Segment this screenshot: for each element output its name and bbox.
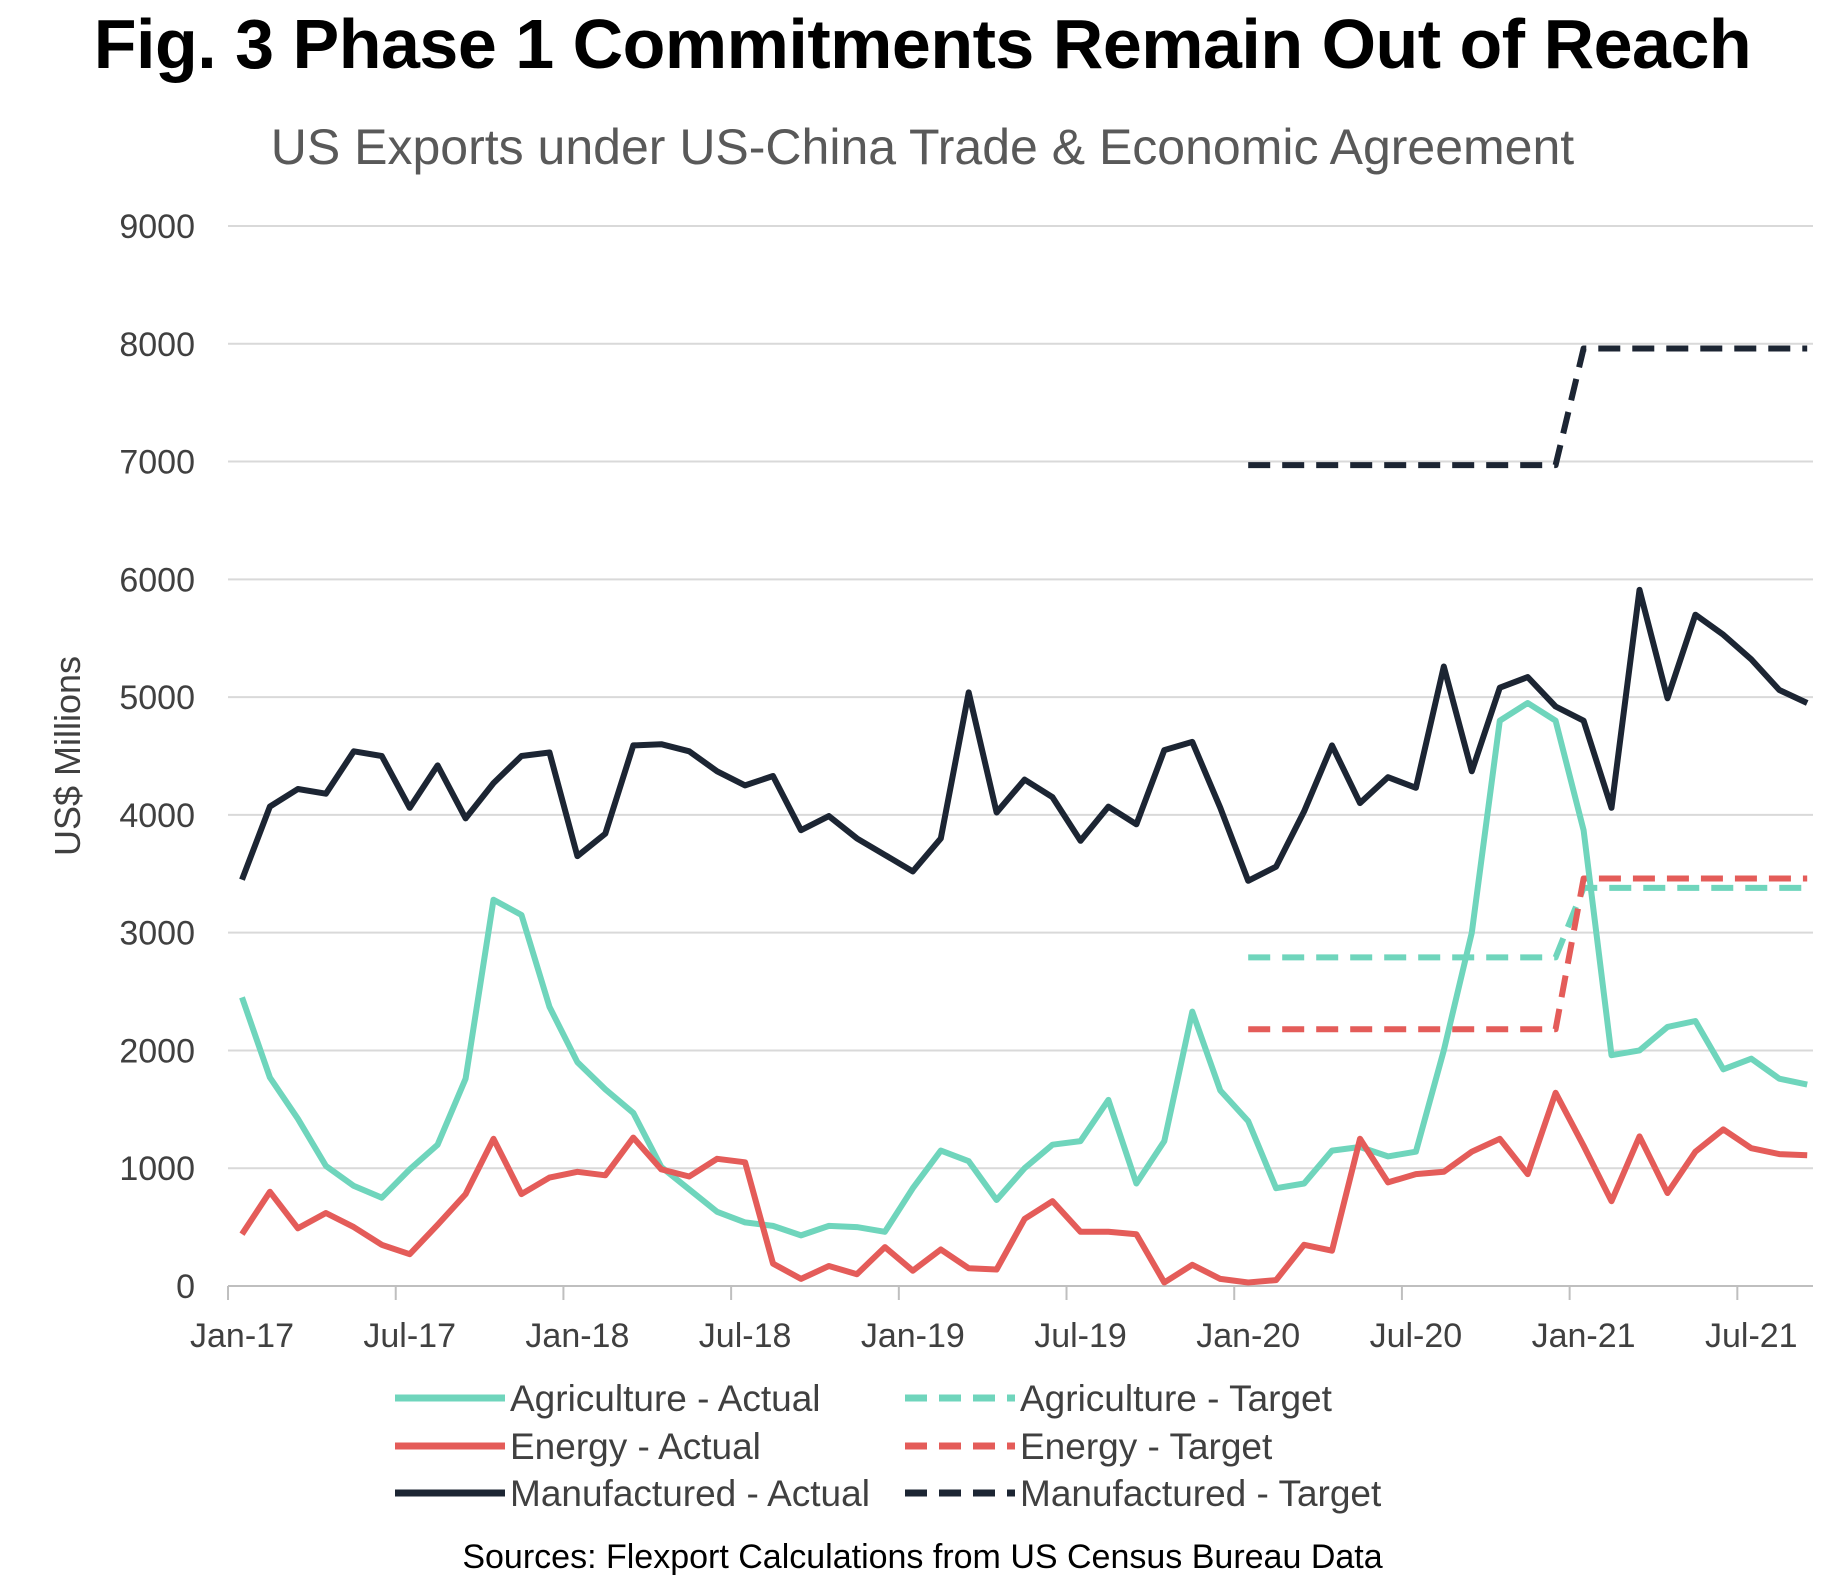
x-tick-label: Jan-19 <box>861 1317 965 1355</box>
y-tick-label: 7000 <box>119 444 195 482</box>
x-tick-label: Jul-18 <box>699 1317 792 1355</box>
legend-label: Manufactured - Actual <box>510 1473 870 1514</box>
legend-item-energy-target: Energy - Target <box>905 1426 1273 1467</box>
x-tick-label: Jan-17 <box>190 1317 294 1355</box>
legend-item-energy-actual: Energy - Actual <box>395 1426 761 1467</box>
legend-item-agriculture-target: Agriculture - Target <box>905 1378 1333 1419</box>
chart-subtitle: US Exports under US-China Trade & Econom… <box>270 119 1575 175</box>
y-tick-label: 6000 <box>119 561 195 599</box>
y-tick-label: 8000 <box>119 326 195 364</box>
x-tick-label: Jul-20 <box>1370 1317 1463 1355</box>
legend-label: Energy - Target <box>1020 1426 1273 1467</box>
source-note: Sources: Flexport Calculations from US C… <box>462 1538 1383 1576</box>
series-line-energy-actual <box>239 1089 1808 1286</box>
series-lines <box>239 345 1809 1286</box>
gridlines <box>228 225 1813 1170</box>
series-line-manufactured-actual <box>239 586 1809 884</box>
x-tick-label: Jan-18 <box>525 1317 629 1355</box>
series-line-agriculture-target <box>1248 884 1808 961</box>
x-tick-label: Jul-21 <box>1705 1317 1798 1355</box>
y-tick-label: 2000 <box>119 1032 195 1070</box>
y-tick-label: 0 <box>176 1268 195 1306</box>
series-line-agriculture-actual <box>239 700 1808 1239</box>
x-tick-label: Jul-19 <box>1034 1317 1127 1355</box>
legend-item-manufactured-target: Manufactured - Target <box>905 1473 1382 1514</box>
legend-item-agriculture-actual: Agriculture - Actual <box>395 1378 821 1419</box>
x-tick-label: Jul-17 <box>363 1317 456 1355</box>
chart-title: Fig. 3 Phase 1 Commitments Remain Out of… <box>93 5 1752 83</box>
legend-label: Agriculture - Actual <box>510 1378 821 1419</box>
series-line-manufactured-target <box>1248 345 1808 469</box>
series-line-energy-target <box>1248 875 1808 1033</box>
legend-item-manufactured-actual: Manufactured - Actual <box>395 1473 870 1514</box>
legend-label: Agriculture - Target <box>1020 1378 1333 1419</box>
y-tick-label: 9000 <box>119 208 195 246</box>
legend-label: Manufactured - Target <box>1020 1473 1382 1514</box>
y-tick-label: 3000 <box>119 915 195 953</box>
y-tick-label: 4000 <box>119 797 195 835</box>
y-tick-label: 1000 <box>119 1150 195 1188</box>
axes: 0 1000 2000 3000 4000 5000 6000 7000 8000 9000 Jan… <box>47 208 1813 1355</box>
legend-label: Energy - Actual <box>510 1426 761 1467</box>
y-tick-label: 5000 <box>119 679 195 717</box>
legend: Agriculture - Actual Agriculture - Target… <box>395 1378 1382 1514</box>
x-tick-label: Jan-21 <box>1532 1317 1636 1355</box>
x-tick-label: Jan-20 <box>1196 1317 1300 1355</box>
y-axis-title: US$ Millions <box>47 656 88 856</box>
